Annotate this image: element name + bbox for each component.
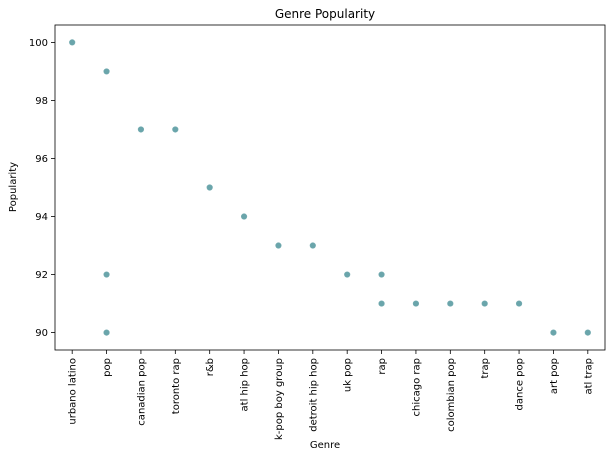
plot-frame	[54, 24, 606, 351]
x-tick-label: colombian pop	[446, 358, 457, 432]
x-tick-label: art pop	[549, 358, 560, 394]
x-tick-label: uk pop	[343, 358, 354, 392]
y-axis-label: Popularity	[8, 162, 19, 212]
x-tick-label: k-pop boy group	[274, 358, 285, 440]
y-axis: 90 92 94 96 98 100	[29, 38, 55, 339]
data-point	[275, 242, 282, 249]
x-tick-label: urbano latino	[68, 358, 79, 425]
data-point	[378, 300, 385, 307]
data-point	[584, 329, 591, 336]
x-tick-label: r&b	[205, 358, 216, 376]
data-point	[550, 329, 557, 336]
x-tick-label: dance pop	[515, 358, 526, 410]
x-tick-label: atl trap	[583, 358, 594, 395]
x-tick-label: canadian pop	[136, 358, 147, 426]
data-point	[447, 300, 454, 307]
data-points	[69, 39, 591, 336]
data-point	[309, 242, 316, 249]
data-point	[103, 329, 110, 336]
x-tick-label: atl hip hop	[240, 358, 251, 411]
data-point	[137, 126, 145, 133]
x-tick-label: pop	[102, 358, 113, 377]
y-tick-label: 98	[35, 96, 48, 107]
data-point	[240, 213, 248, 220]
chart-title: Genre Popularity	[275, 7, 375, 21]
x-tick-label: rap	[377, 358, 388, 375]
y-tick-label: 92	[35, 270, 48, 281]
data-point	[103, 271, 110, 278]
x-tick-label: detroit hip hop	[308, 358, 319, 432]
x-axis: urbano latino pop canadian pop toronto rap r…	[68, 350, 594, 440]
y-tick-label: 94	[35, 212, 48, 223]
data-point	[344, 271, 351, 278]
data-point	[206, 184, 213, 191]
data-point	[103, 68, 110, 75]
data-point	[515, 300, 523, 307]
y-tick-label: 96	[35, 154, 48, 165]
data-point	[481, 300, 488, 307]
x-tick-label: chicago rap	[411, 358, 422, 416]
x-tick-label: trap	[480, 358, 491, 379]
data-point	[69, 39, 76, 46]
x-tick-label: toronto rap	[171, 358, 182, 414]
y-tick-label: 90	[35, 328, 48, 339]
x-axis-label: Genre	[310, 440, 340, 451]
data-point	[172, 126, 179, 133]
data-point	[412, 300, 420, 307]
data-point	[378, 271, 385, 278]
y-tick-label: 100	[29, 38, 48, 49]
